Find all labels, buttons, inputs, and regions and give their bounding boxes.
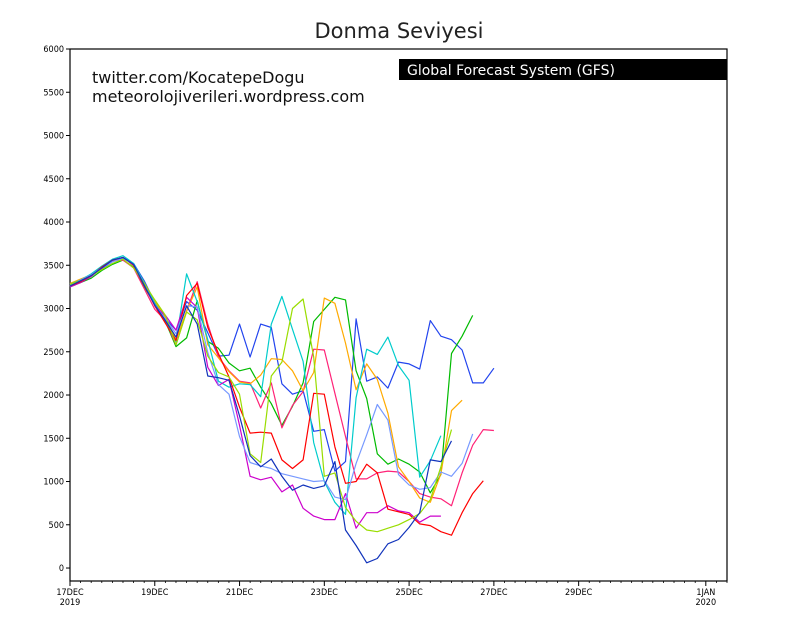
series-line-10	[69, 256, 453, 564]
y-tick-label: 3500	[43, 261, 64, 271]
x-tick-label: 1JAN	[696, 588, 715, 598]
chart-title: Donma Seviyesi	[315, 19, 484, 43]
y-tick-label: 2000	[43, 391, 64, 401]
series-line-9	[69, 258, 453, 533]
x-tick-label: 17DEC	[56, 588, 84, 598]
y-tick-label: 4000	[43, 218, 64, 228]
x-tick-label: 21DEC	[226, 588, 254, 598]
y-tick-label: 6000	[43, 45, 64, 55]
y-tick-label: 1500	[43, 434, 64, 444]
series-line-5	[69, 255, 442, 516]
y-tick-label: 5500	[43, 88, 64, 98]
x-tick-label: 27DEC	[480, 588, 508, 598]
x-tick-label: 19DEC	[141, 588, 169, 598]
plot-frame	[69, 48, 728, 582]
x-tick-sublabel: 2020	[696, 598, 717, 608]
y-tick-label: 5000	[43, 132, 64, 142]
y-tick-label: 3000	[43, 305, 64, 315]
x-tick-label: 29DEC	[565, 588, 593, 598]
credit-twitter: twitter.com/KocatepeDogu	[92, 68, 305, 87]
model-label: Global Forecast System (GFS)	[407, 63, 615, 79]
series-line-4	[69, 257, 463, 503]
credit-website: meteorolojiverileri.wordpress.com	[92, 87, 365, 106]
y-tick-label: 500	[49, 521, 64, 531]
y-axis: 0 500 1000 1500 2000 2500 3000 3500 4000 4500 5000…	[43, 45, 70, 574]
x-tick-sublabel: 2019	[60, 598, 81, 608]
series-layer	[69, 255, 495, 564]
y-tick-label: 2500	[43, 348, 64, 358]
model-label-box	[399, 59, 727, 80]
y-tick-label: 0	[59, 564, 64, 574]
x-tick-label: 23DEC	[311, 588, 339, 598]
series-line-6	[69, 256, 441, 529]
y-tick-label: 4500	[43, 175, 64, 185]
y-tick-label: 1000	[43, 478, 64, 488]
x-tick-label: 25DEC	[395, 588, 423, 598]
series-line-1	[69, 256, 495, 472]
